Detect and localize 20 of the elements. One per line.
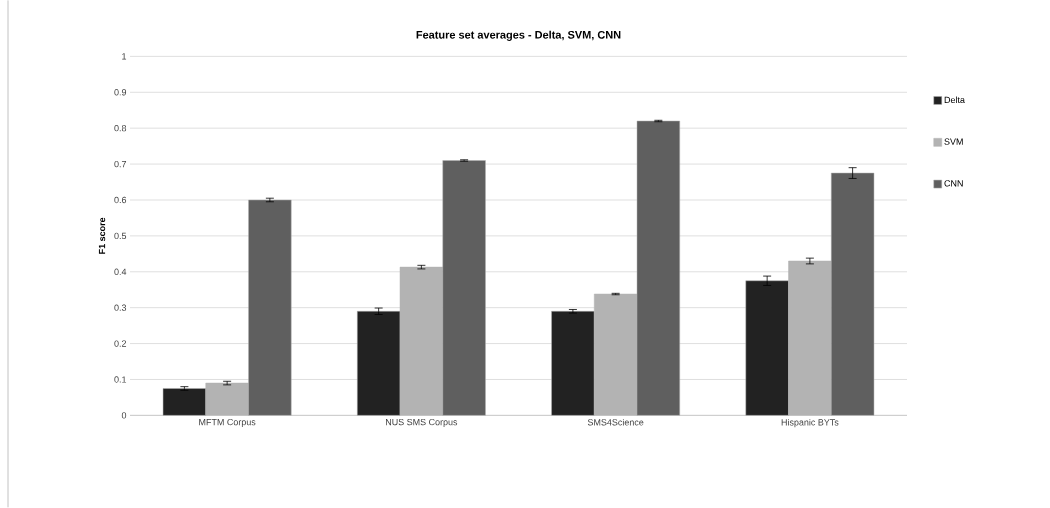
- chart-title: Feature set averages - Delta, SVM, CNN: [416, 30, 621, 41]
- y-tick-label: 0.4: [114, 268, 127, 276]
- y-tick-label: 0.3: [114, 304, 127, 311]
- y-tick-label: 0.5: [114, 232, 127, 240]
- legend-label: CNN: [944, 180, 963, 187]
- x-tick-label: MFTM Corpus: [199, 419, 256, 428]
- y-tick-label: 0: [121, 412, 127, 419]
- y-tick-label: 0.7: [114, 161, 127, 168]
- y-tick-label: 0.8: [114, 125, 127, 132]
- y-tick-label: 0.9: [114, 89, 127, 96]
- y-axis-title: F1 score: [98, 217, 106, 254]
- y-tick-label: 0.2: [114, 340, 127, 347]
- legend-label: Delta: [944, 96, 965, 104]
- x-tick-label: NUS SMS Corpus: [386, 419, 458, 428]
- y-tick-label: 0.6: [114, 196, 127, 204]
- y-tick-label: 0.1: [114, 376, 127, 383]
- y-tick-label: 1: [122, 53, 127, 60]
- x-tick-label: SMS4Science: [587, 419, 644, 426]
- x-tick-label: Hispanic BYTs: [781, 419, 839, 428]
- legend-label: SVM: [944, 138, 963, 145]
